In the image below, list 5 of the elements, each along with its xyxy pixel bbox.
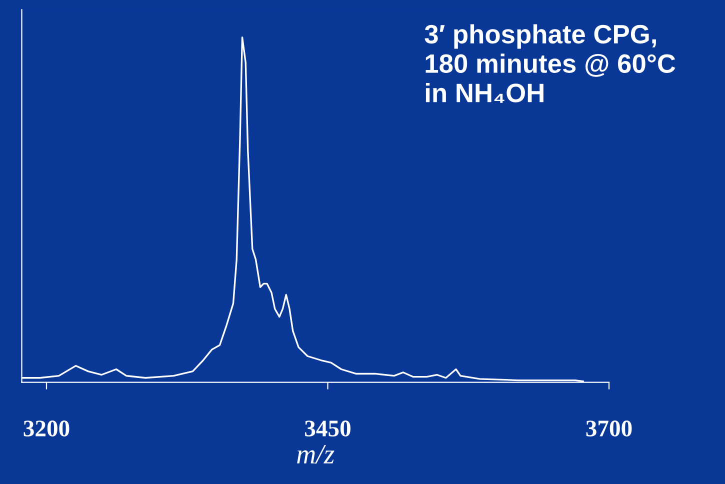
x-tick-label: 3700 xyxy=(586,420,632,436)
x-axis-title: m/z xyxy=(297,445,334,464)
x-tick-label: 3200 xyxy=(24,420,70,436)
annotation: 3′ phosphate CPG, 180 minutes @ 60°C in NH₄OH xyxy=(424,24,676,103)
x-tick-label: 3450 xyxy=(305,420,350,436)
